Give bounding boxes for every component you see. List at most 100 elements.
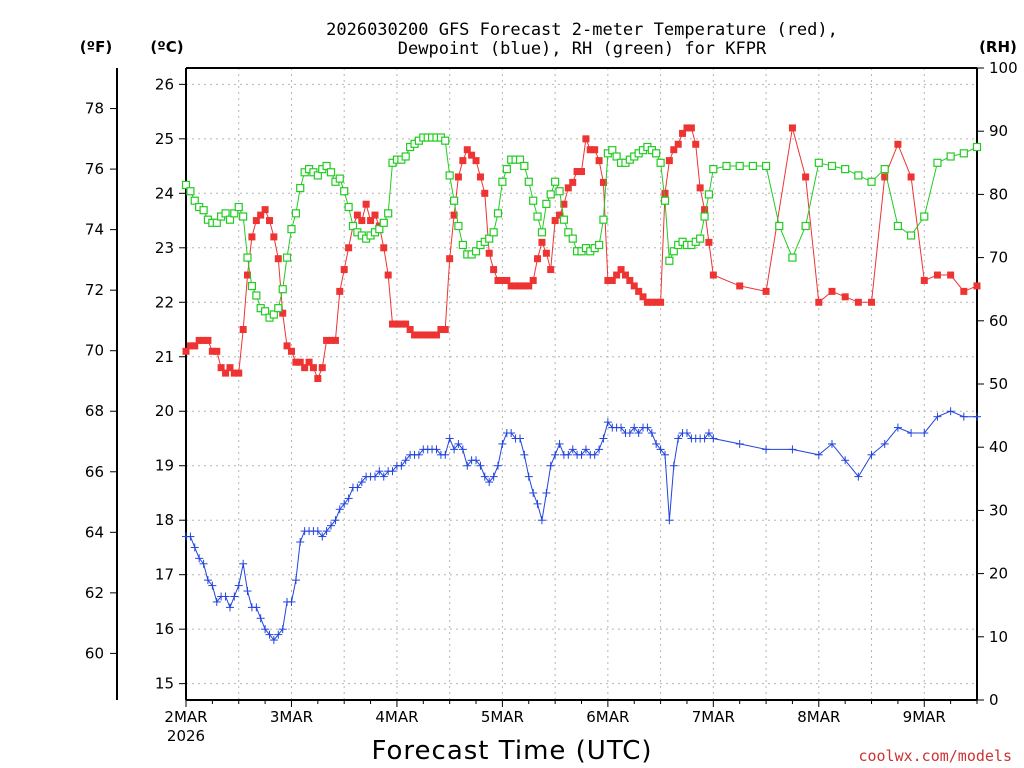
celsius-tick-label: 24 (155, 184, 174, 202)
x-tick-label: 7MAR (692, 708, 735, 726)
dewpoint-point (933, 412, 942, 421)
dewpoint-point (489, 472, 498, 481)
temperature-point (661, 189, 669, 197)
dewpoint-point (252, 603, 261, 612)
temperature-point (542, 249, 550, 257)
temperature-point (683, 124, 691, 132)
rh-point (199, 206, 208, 215)
temperature-point (692, 140, 700, 148)
dewpoint-point (669, 461, 678, 470)
temperature-point (305, 358, 313, 366)
dewpoint-point (256, 614, 265, 623)
rh-point (445, 171, 454, 180)
dewpoint-point (555, 439, 564, 448)
dewpoint-point (581, 445, 590, 454)
dewpoint-point (682, 429, 691, 438)
temperature-point (345, 244, 353, 252)
series-line (186, 410, 977, 641)
temperature-point (670, 146, 678, 154)
temperature-point (454, 173, 462, 181)
chart-title-line-1: 2026030200 GFS Forecast 2-meter Temperat… (326, 20, 838, 40)
rh-point (529, 196, 538, 205)
dewpoint-point (880, 439, 889, 448)
temperature-point (894, 140, 902, 148)
temperature-point (222, 369, 230, 377)
dewpoint-point (520, 450, 529, 459)
dewpoint-point (243, 587, 252, 596)
temperature-point (367, 217, 375, 225)
temperature-point (657, 298, 665, 306)
temperature-point (314, 375, 322, 383)
temperature-point (336, 287, 344, 295)
dewpoint-point (353, 483, 362, 492)
rh-point (247, 281, 257, 291)
dewpoint-point (485, 478, 494, 487)
dewpoint-point (357, 478, 366, 487)
rh-point (656, 158, 665, 167)
dewpoint-point (370, 472, 379, 481)
temperature-point (679, 129, 687, 137)
celsius-tick-label: 25 (155, 130, 174, 148)
rh-point (568, 234, 577, 243)
rh-point (761, 161, 771, 171)
dewpoint-point (599, 434, 608, 443)
temperature-point (569, 178, 577, 186)
rh-point (485, 234, 494, 243)
celsius-axis-unit: (ºC) (150, 38, 183, 56)
temperature-point (261, 206, 269, 214)
temperature-point (406, 326, 414, 334)
dewpoint-point (920, 429, 929, 438)
dewpoint-point (397, 461, 406, 470)
dewpoint-point (946, 407, 955, 416)
rh-point (454, 221, 463, 231)
temperature-point (309, 364, 317, 372)
dewpoint-point (212, 597, 221, 606)
dewpoint-point (959, 412, 968, 421)
temperature-point (538, 238, 546, 246)
dewpoint-point (507, 429, 516, 438)
dewpoint-point (537, 516, 546, 525)
temperature-point (560, 200, 568, 208)
rh-point (230, 209, 239, 218)
dewpoint-point (617, 423, 626, 432)
dewpoint-point (814, 450, 823, 459)
rh-point (234, 202, 243, 212)
dewpoint-point (401, 456, 410, 465)
rh-point (278, 285, 287, 294)
rh-point (212, 218, 221, 227)
dewpoint-point (199, 559, 208, 568)
temperature-point (402, 320, 410, 328)
rh-point (471, 247, 481, 256)
temperature-point (648, 298, 656, 306)
temperature-point (257, 211, 265, 219)
temperature-point (459, 157, 467, 165)
rh-point (344, 202, 353, 212)
dewpoint-point (577, 450, 586, 459)
rh-point (296, 183, 305, 193)
temperature-point (213, 347, 221, 355)
temperature-point (841, 293, 849, 301)
dewpoint-point (230, 592, 239, 601)
dewpoint-point (414, 450, 423, 459)
rh-tick-label: 100 (989, 59, 1018, 77)
temperature-point (687, 124, 695, 132)
dewpoint-point (700, 434, 709, 443)
temperature-point (397, 320, 405, 328)
temperature-point (446, 255, 454, 263)
dewpoint-point (344, 494, 353, 503)
celsius-tick-label: 17 (155, 566, 174, 584)
temperature-point (248, 233, 256, 241)
temperature-point (266, 217, 274, 225)
temperature-point (208, 347, 216, 355)
temperature-point (626, 276, 634, 284)
celsius-tick-label: 26 (155, 75, 174, 93)
rh-point (181, 180, 191, 190)
dewpoint-point (704, 429, 713, 438)
dewpoint-point (269, 636, 278, 645)
temperature-point (907, 173, 915, 181)
dewpoint-point (445, 434, 454, 443)
celsius-tick-label: 19 (155, 457, 174, 475)
temperature-point (512, 282, 520, 290)
temperature-point (556, 211, 564, 219)
dewpoint-point (203, 576, 212, 585)
